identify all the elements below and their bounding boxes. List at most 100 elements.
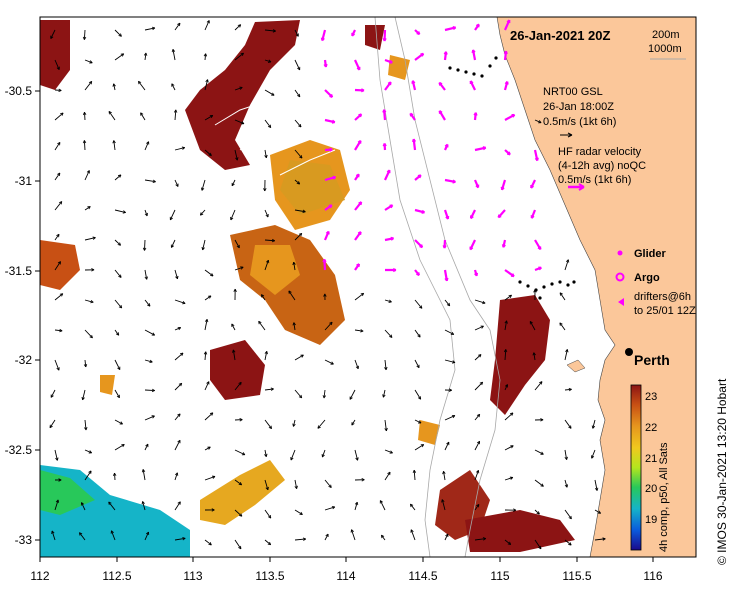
model-current-vector xyxy=(144,179,156,183)
vector-arrowhead xyxy=(120,53,125,57)
model-current-vector xyxy=(351,419,356,426)
vector-arrowhead xyxy=(118,304,123,309)
hf-radar-vector xyxy=(384,169,391,181)
vector-arrowhead xyxy=(238,545,242,550)
vector-arrowhead xyxy=(145,531,150,536)
vector-arrowhead xyxy=(118,274,122,278)
vector-arrowhead xyxy=(323,63,328,68)
hf-radar-vector xyxy=(474,146,486,152)
x-tick-label: 113.5 xyxy=(255,569,284,583)
model-current-vector xyxy=(234,86,243,91)
vector-arrowhead xyxy=(475,184,480,189)
vector-arrowhead xyxy=(504,384,509,388)
map-area xyxy=(40,17,696,557)
model-current-vector xyxy=(294,389,303,399)
vector-arrowhead xyxy=(473,112,478,116)
model-current-vector xyxy=(504,349,507,361)
vector-arrowhead xyxy=(379,500,383,504)
vector-arrowhead xyxy=(298,232,303,237)
model-current-vector xyxy=(144,389,155,392)
vector-arrowhead xyxy=(238,381,242,386)
sst-patches xyxy=(40,20,575,557)
vector-arrowhead xyxy=(171,83,175,87)
vector-arrowhead xyxy=(267,515,272,519)
model-current-vector xyxy=(170,239,176,248)
vector-arrowhead xyxy=(533,289,537,293)
vector-arrowhead xyxy=(509,412,514,416)
model-current-vector xyxy=(144,443,149,451)
vector-arrowhead xyxy=(267,59,272,63)
model-current-vector xyxy=(594,538,606,541)
vector-arrowhead xyxy=(142,247,147,251)
model-current-vector xyxy=(84,359,87,367)
vector-arrowhead xyxy=(296,181,301,185)
vector-arrowhead xyxy=(232,349,236,353)
glider-label: Glider xyxy=(634,248,667,260)
vector-arrowhead xyxy=(140,112,144,116)
model-current-vector xyxy=(54,293,64,301)
model-current-vector xyxy=(264,119,272,128)
vector-arrowhead xyxy=(83,364,88,368)
vector-arrowhead xyxy=(174,472,179,476)
colorbar-label: 4h comp, p50, All Sats xyxy=(658,442,670,552)
vector-arrowhead xyxy=(329,321,333,326)
model-current-vector xyxy=(114,299,123,309)
x-tick-label: 112.5 xyxy=(102,569,131,583)
model-current-vector xyxy=(174,440,181,451)
x-axis-labels: 112 112.5 113 113.5 114 114.5 115 115.5 … xyxy=(30,569,662,583)
model-current-vector xyxy=(293,322,296,331)
vector-arrowhead xyxy=(182,537,186,541)
vector-arrowhead xyxy=(409,112,414,117)
model-current-vector xyxy=(564,449,568,460)
vector-arrowhead xyxy=(265,259,270,264)
model-current-vector xyxy=(230,209,236,221)
vector-arrowhead xyxy=(419,244,424,249)
model-current-vector xyxy=(142,501,146,511)
vector-arrowhead xyxy=(331,506,336,510)
vector-arrowhead xyxy=(390,236,395,241)
vector-arrowhead xyxy=(503,349,508,353)
vector-arrowhead xyxy=(474,272,479,277)
vector-arrowhead xyxy=(357,231,362,235)
vector-arrowhead xyxy=(58,478,62,482)
vector-arrowhead xyxy=(382,109,387,113)
vector-arrowhead xyxy=(497,214,502,219)
model-current-vector xyxy=(264,388,274,391)
model-current-vector xyxy=(234,149,238,161)
vector-arrowhead xyxy=(529,321,533,325)
nrt-title: NRT00 GSL xyxy=(543,86,603,98)
model-current-vector xyxy=(594,509,601,514)
y-tick-label: -31 xyxy=(15,174,33,188)
model-current-vector xyxy=(234,24,242,31)
vector-arrowhead xyxy=(59,328,63,333)
vector-arrowhead xyxy=(539,381,543,385)
model-current-vector xyxy=(54,449,58,461)
isobath-label-200m: 200m xyxy=(652,29,680,41)
vector-arrowhead xyxy=(88,450,93,454)
vector-arrowhead xyxy=(329,147,333,152)
model-current-vector xyxy=(324,321,333,331)
vector-arrowhead xyxy=(355,173,360,178)
vector-arrowhead xyxy=(416,272,420,276)
hf-radar-vector xyxy=(534,239,542,250)
model-current-vector xyxy=(234,239,240,249)
vector-arrowhead xyxy=(146,141,150,145)
model-current-vector xyxy=(354,502,358,511)
vector-arrowhead xyxy=(445,533,449,537)
model-current-vector xyxy=(144,52,147,61)
model-current-vector xyxy=(474,440,481,451)
model-current-vector xyxy=(169,209,176,221)
model-current-vector xyxy=(294,354,304,361)
vector-arrowhead xyxy=(207,446,211,450)
model-current-vector xyxy=(264,209,269,218)
model-current-vector xyxy=(204,269,214,277)
vector-arrowhead xyxy=(143,52,148,56)
model-current-vector xyxy=(79,532,86,541)
vector-arrowhead xyxy=(177,439,181,444)
nrt-scale: 0.5m/s (1kt 6h) xyxy=(543,116,616,128)
model-current-vector xyxy=(564,419,572,429)
model-current-vector xyxy=(84,170,90,181)
model-current-vector xyxy=(204,351,207,361)
vector-arrowhead xyxy=(118,33,122,37)
vector-arrowhead xyxy=(56,66,60,70)
